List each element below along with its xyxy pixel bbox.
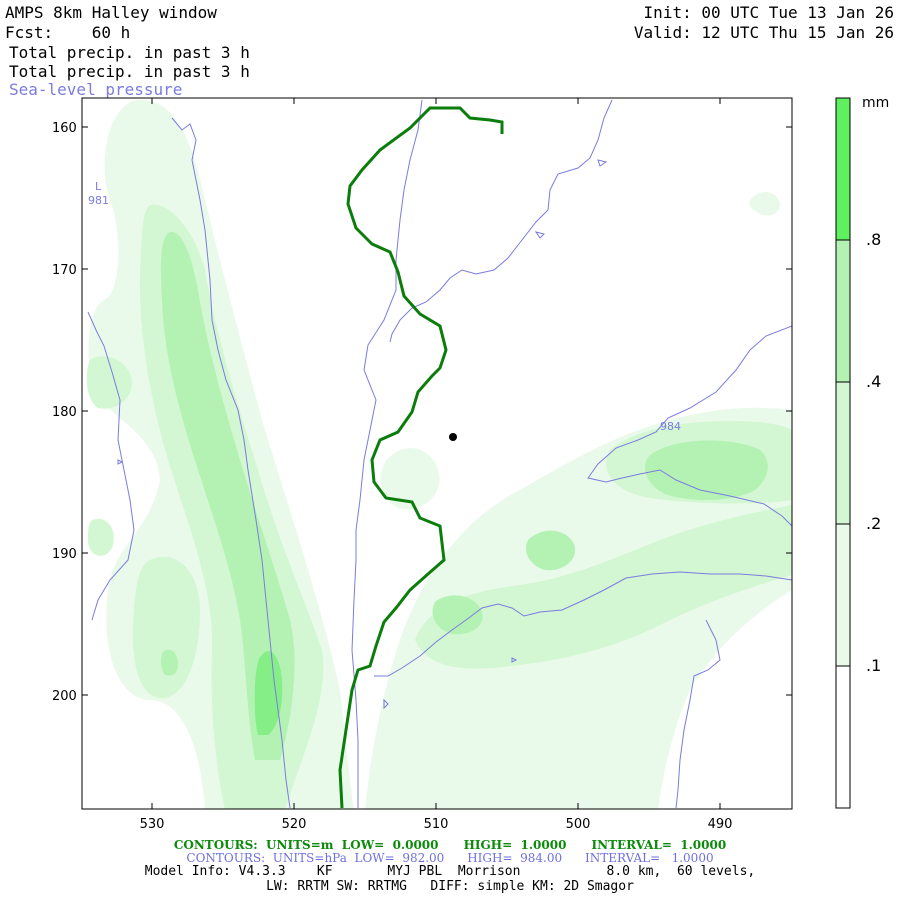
precip-area-0.4-s — [432, 595, 483, 635]
overlay-title: Sea-level pressure — [9, 80, 183, 99]
colorbar: .1 .2 .4 .8 — [835, 97, 881, 809]
y-tick-label: 190 — [52, 547, 77, 562]
precip-area-0.2-se — [415, 505, 792, 669]
colorbar-level-label: .4 — [866, 372, 881, 391]
pressure-labels: L 981 984 — [88, 180, 681, 433]
precip-area-0.2-sw2 — [88, 519, 114, 556]
low-value-label: 981 — [88, 194, 109, 207]
isobar-984-north — [389, 99, 613, 343]
map-frame — [81, 97, 793, 810]
precip-contour-line — [338, 106, 504, 809]
precip-area-0.4-e — [645, 440, 768, 500]
colorbar-level-label: .8 — [866, 230, 881, 249]
isobar-984-south — [374, 571, 792, 677]
low-marker: L — [95, 180, 102, 193]
precip-area-0.2-sw — [132, 556, 200, 699]
y-tick-label: 170 — [52, 263, 77, 278]
colorbar-unit: mm — [862, 95, 889, 111]
sea-level-pressure-isobars — [87, 99, 792, 809]
x-tick-label: 520 — [282, 817, 307, 832]
model-info: Model Info: V4.3.3 KF MYJ PBL Morrison 8… — [144, 864, 756, 879]
precip-contour-info: CONTOURS: UNITS=m LOW= 0.0000 HIGH= 1.00… — [173, 838, 727, 852]
x-tick-label: 510 — [424, 817, 449, 832]
physics-info: LW: RRTM SW: RRTMG DIFF: simple KM: 2D S… — [266, 879, 634, 894]
pressure-contour-info: CONTOURS: UNITS=hPa LOW= 982.00 HIGH= 98… — [186, 851, 714, 865]
precip-area-0.1-ne — [749, 191, 780, 216]
precip-area-0.4-mid — [525, 530, 576, 571]
isobar-island-1 — [597, 159, 608, 167]
forecast-hour: Fcst: 60 h — [5, 23, 131, 42]
precip-area-0.1-mid — [380, 448, 440, 510]
valid-time: Valid: 12 UTC Thu 15 Jan 26 — [633, 23, 894, 42]
isobar-982-east — [351, 99, 423, 808]
init-time: Init: 00 UTC Tue 13 Jan 26 — [643, 3, 894, 22]
field-title-1: Total precip. in past 3 h — [9, 43, 250, 62]
precip-shading — [86, 100, 792, 809]
precip-area-0.8 — [254, 651, 283, 735]
y-axis: 160 170 180 190 200 — [52, 121, 792, 704]
precip-area-0.4-sw — [160, 649, 178, 676]
isobar-982-west — [171, 117, 291, 809]
halley-station-marker — [449, 433, 457, 441]
precip-contour-group — [338, 106, 504, 809]
isobar-981-west — [87, 311, 135, 621]
colorbar-segment — [835, 97, 851, 241]
colorbar-level-label: .2 — [866, 514, 881, 533]
y-tick-label: 200 — [52, 689, 77, 704]
isobar-984-label: 984 — [660, 420, 681, 433]
isobar-island-5 — [511, 657, 518, 663]
x-tick-label: 500 — [566, 817, 591, 832]
colorbar-segment — [835, 239, 851, 383]
isobar-984-east — [587, 325, 792, 527]
isobar-984-southeast — [675, 619, 721, 809]
field-title-2: Total precip. in past 3 h — [9, 62, 250, 81]
x-tick-label: 530 — [140, 817, 165, 832]
colorbar-segment — [835, 523, 851, 667]
precip-area-0.4 — [160, 231, 295, 760]
isobar-island-2 — [534, 231, 545, 239]
y-tick-label: 180 — [52, 405, 77, 420]
y-tick-label: 160 — [52, 121, 77, 136]
x-axis: 530 520 510 500 490 — [140, 98, 733, 832]
isobar-island-4 — [383, 698, 389, 710]
colorbar-level-label: .1 — [866, 656, 881, 675]
colorbar-segment — [835, 381, 851, 525]
model-title: AMPS 8km Halley window — [5, 3, 217, 22]
precip-area-0.2-west — [86, 356, 133, 409]
isobar-island-3 — [117, 459, 124, 465]
x-tick-label: 490 — [708, 817, 733, 832]
colorbar-segment — [835, 665, 851, 809]
